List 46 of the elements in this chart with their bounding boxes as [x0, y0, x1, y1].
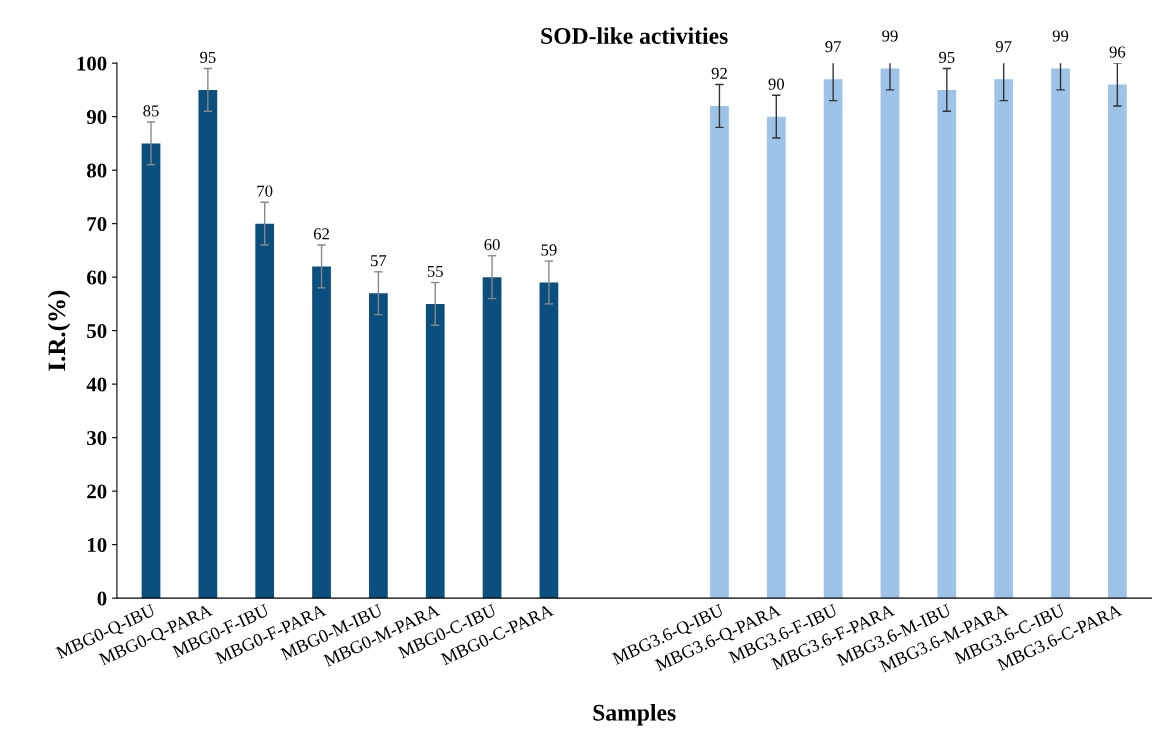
- bar: [255, 223, 275, 599]
- bar: [823, 79, 843, 599]
- data-label: 99: [1052, 30, 1069, 42]
- data-label: 62: [313, 228, 329, 240]
- y-axis-title: I.R.(%): [47, 290, 71, 371]
- data-label: 96: [1109, 46, 1126, 58]
- y-tick-label: 10: [88, 537, 107, 553]
- bar: [1051, 68, 1070, 599]
- bar: [425, 303, 445, 599]
- data-label: 70: [257, 185, 273, 197]
- y-tick-label: 80: [87, 163, 107, 178]
- data-label: 59: [541, 244, 557, 256]
- data-label: 95: [200, 51, 216, 63]
- bar: [141, 143, 161, 599]
- data-label: 99: [882, 30, 898, 42]
- bar: [880, 68, 900, 599]
- bar: [994, 79, 1014, 599]
- y-tick-label: 0: [97, 591, 107, 606]
- data-label: 97: [995, 41, 1012, 53]
- y-tick-label: 50: [87, 324, 107, 339]
- bar: [482, 277, 502, 599]
- bar: [369, 293, 388, 599]
- y-tick-label: 70: [87, 217, 107, 232]
- y-tick-label: 60: [87, 270, 107, 285]
- bar: [198, 89, 218, 599]
- data-label: 97: [825, 41, 841, 53]
- bar: [766, 116, 786, 599]
- data-label: 92: [711, 67, 727, 80]
- data-label: 90: [768, 78, 784, 90]
- bar: [539, 282, 559, 599]
- bar: [937, 89, 957, 599]
- y-tick-label: 30: [87, 431, 107, 446]
- data-label: 55: [427, 265, 443, 277]
- x-axis-title: Samples: [593, 704, 676, 726]
- y-tick-label: 40: [86, 377, 107, 392]
- chart-title: SOD-like activities: [541, 27, 728, 44]
- bar: [1107, 84, 1127, 599]
- y-tick-label: 20: [87, 484, 107, 499]
- data-label: 85: [143, 105, 159, 117]
- bar: [710, 105, 729, 599]
- y-tick-label: 100: [77, 56, 107, 71]
- y-tick-label: 90: [86, 110, 107, 125]
- data-label: 95: [939, 51, 955, 63]
- data-label: 57: [371, 255, 387, 267]
- bar: [312, 266, 331, 599]
- data-label: 60: [484, 238, 500, 251]
